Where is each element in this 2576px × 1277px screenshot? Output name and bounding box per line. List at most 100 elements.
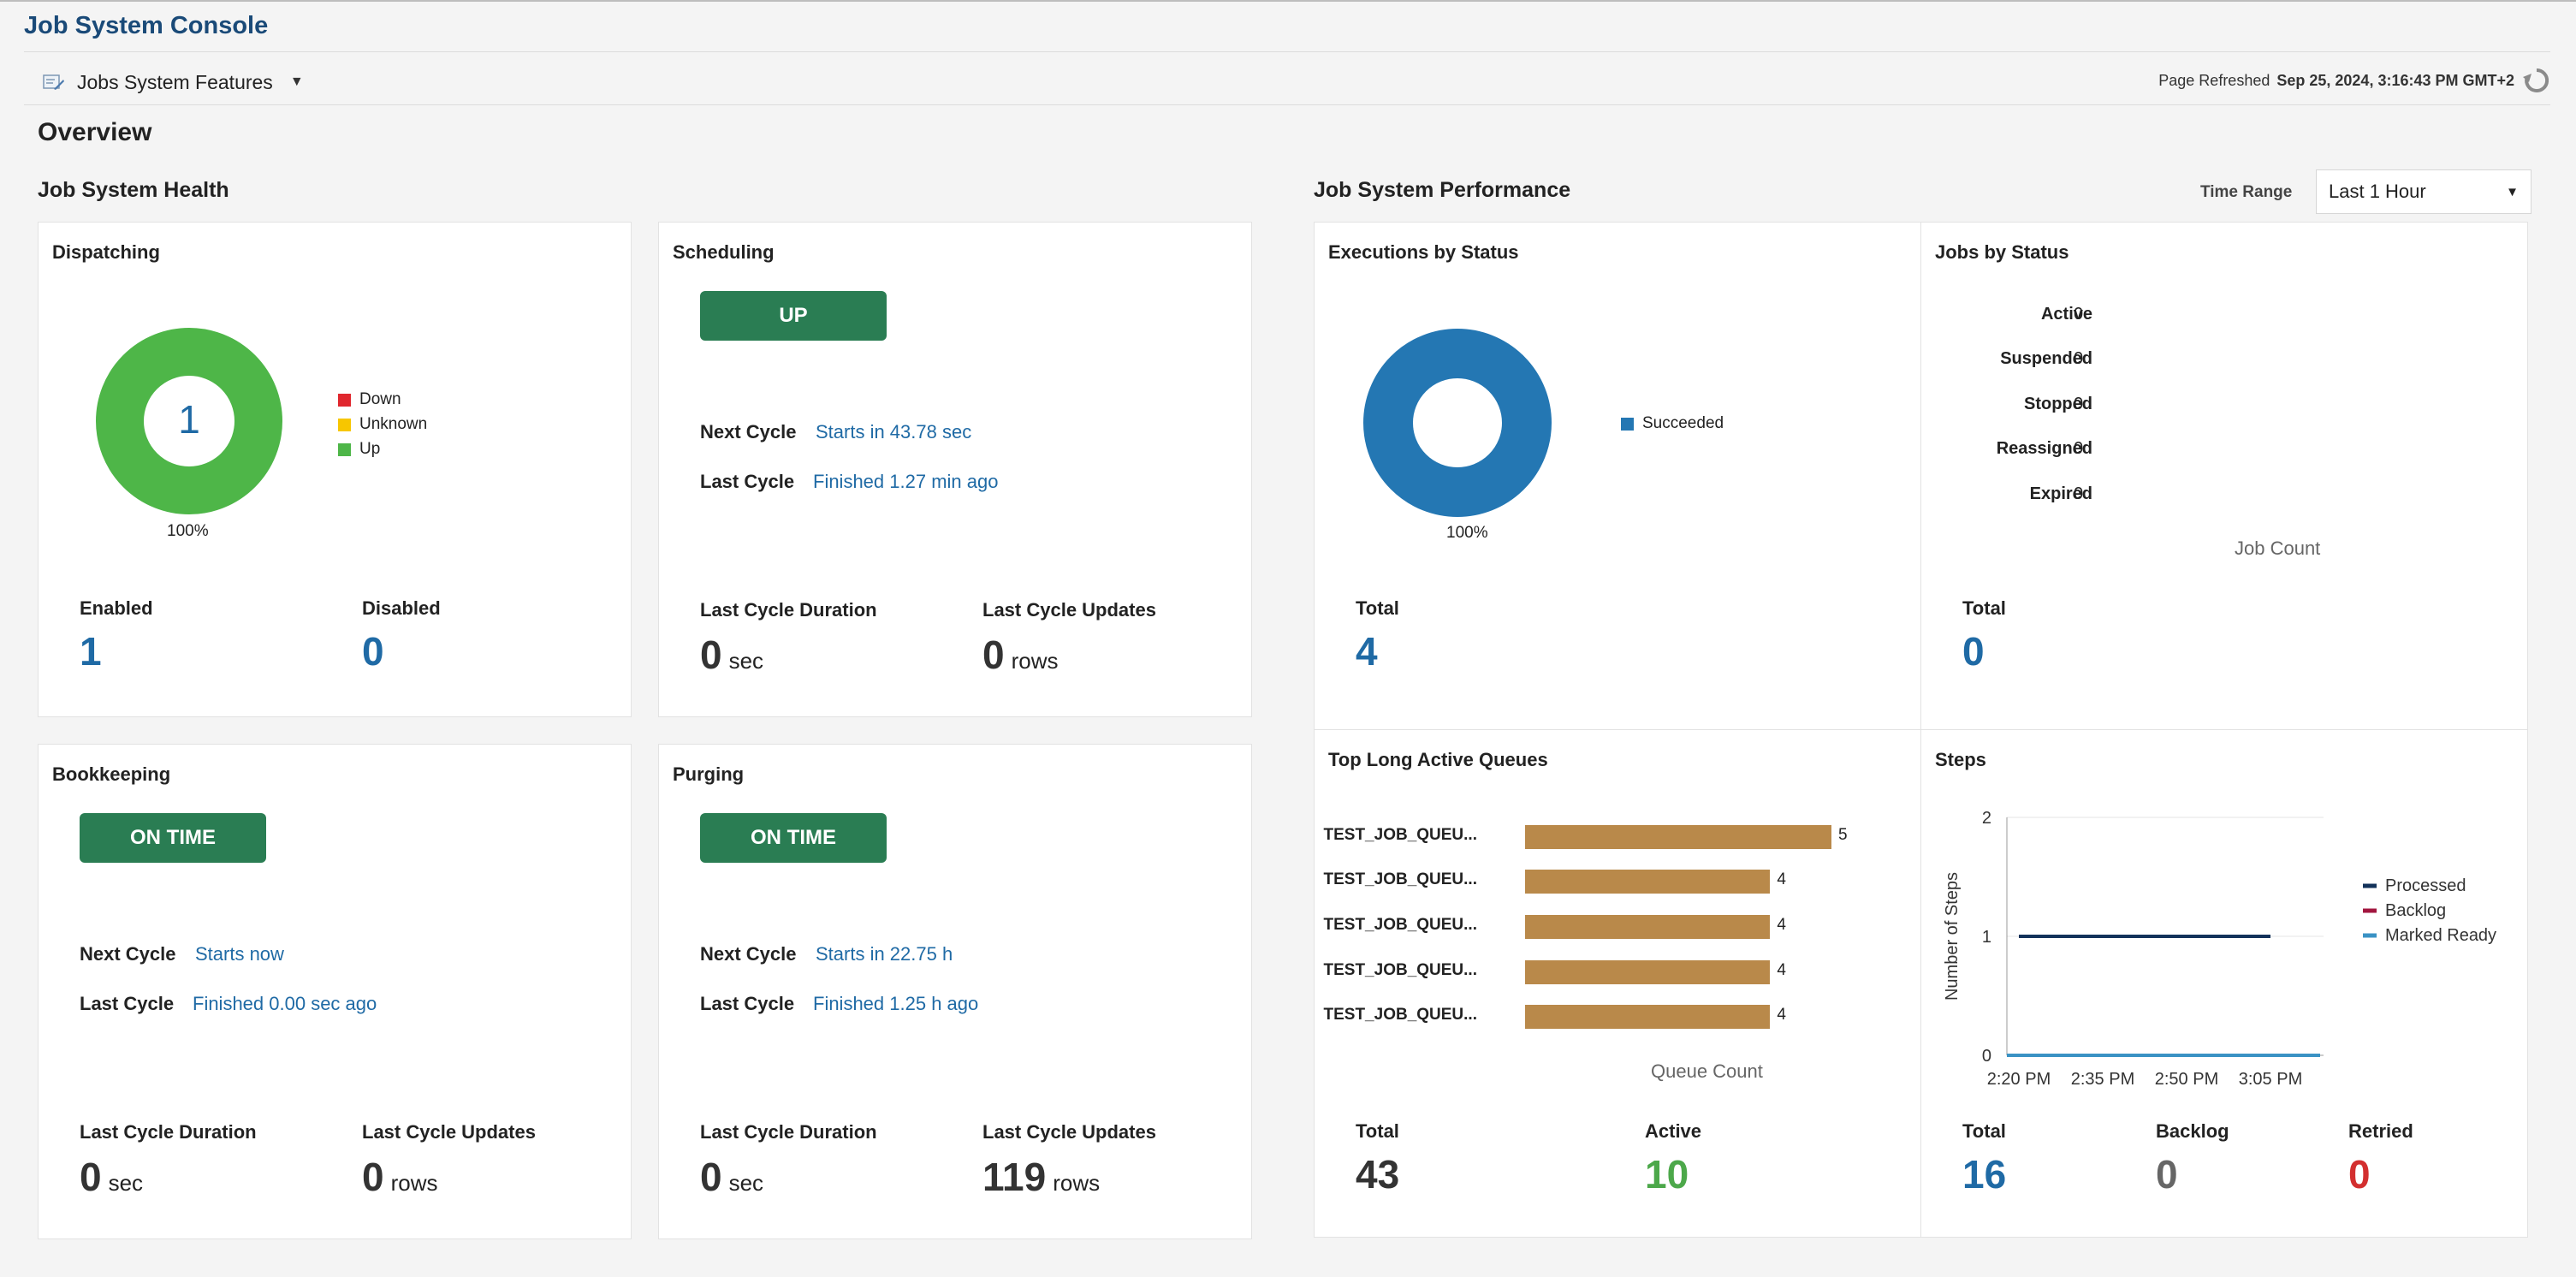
x-tick-label: 3:05 PM bbox=[2239, 1070, 2302, 1089]
steps-card: Steps 0 1 2 Number of Steps 2:20 PM 2:35 PM 2:… bbox=[1920, 729, 2528, 1238]
jobs-row-label: Active bbox=[2040, 305, 2092, 324]
total-label: Total bbox=[1962, 1120, 2006, 1142]
axis-label: Job Count bbox=[2235, 538, 2321, 559]
total-label: Total bbox=[1962, 597, 2006, 619]
x-tick-label: 2:20 PM bbox=[1987, 1070, 2051, 1089]
scheduling-card: Scheduling UP Next Cycle Starts in 43.78… bbox=[658, 222, 1252, 717]
card-title: Steps bbox=[1935, 749, 1986, 770]
donut-center-value: 1 bbox=[178, 397, 200, 442]
page-title: Overview bbox=[38, 118, 152, 146]
next-cycle-label: Next Cycle bbox=[700, 943, 797, 965]
next-cycle-value: Starts in 22.75 h bbox=[816, 943, 953, 965]
jobs-row-label: Expired bbox=[2029, 484, 2092, 503]
card-title: Bookkeeping bbox=[52, 763, 171, 785]
legend-item-unknown: Unknown bbox=[338, 415, 427, 434]
updates-label: Last Cycle Updates bbox=[982, 599, 1156, 621]
top-border bbox=[0, 0, 2576, 2]
queue-bar[interactable] bbox=[1525, 1005, 1771, 1029]
refreshed-label: Page Refreshed bbox=[2158, 71, 2270, 89]
queue-label: TEST_JOB_QUEU... bbox=[1323, 961, 1478, 979]
executions-card: Executions by Status 100% Succeeded Tota… bbox=[1314, 222, 1921, 730]
card-title: Purging bbox=[673, 763, 745, 785]
refresh-icon[interactable] bbox=[2521, 65, 2552, 96]
duration-value: 0 bbox=[700, 633, 722, 677]
refreshed-value: Sep 25, 2024, 3:16:43 PM GMT+2 bbox=[2276, 71, 2514, 89]
queue-bar[interactable] bbox=[1525, 915, 1771, 939]
status-badge: ON TIME bbox=[80, 813, 266, 863]
last-cycle-label: Last Cycle bbox=[700, 993, 795, 1014]
legend-label: Processed bbox=[2385, 876, 2466, 895]
divider bbox=[24, 51, 2550, 52]
jobs-row-value: 0 bbox=[2074, 439, 2084, 458]
active-value: 10 bbox=[1645, 1152, 1689, 1197]
duration-unit: sec bbox=[728, 648, 764, 674]
duration-value: 0 bbox=[700, 1155, 722, 1199]
x-tick-label: 2:35 PM bbox=[2071, 1070, 2134, 1089]
divider bbox=[24, 104, 2550, 105]
legend-item-down: Down bbox=[338, 390, 401, 409]
enabled-value: 1 bbox=[80, 629, 102, 674]
purging-card: Purging ON TIME Next Cycle Starts in 22.… bbox=[658, 744, 1252, 1239]
y-tick-label: 1 bbox=[1982, 928, 1991, 947]
total-label: Total bbox=[1356, 597, 1399, 619]
backlog-value: 0 bbox=[2156, 1152, 2178, 1197]
card-title: Jobs by Status bbox=[1935, 241, 2069, 263]
y-tick-label: 0 bbox=[1982, 1047, 1991, 1066]
legend-label: Up bbox=[359, 440, 381, 458]
queue-value: 5 bbox=[1838, 826, 1848, 844]
queues-card: Top Long Active Queues TEST_JOB_QUEU... … bbox=[1314, 729, 1921, 1238]
legend-item-up: Up bbox=[338, 440, 380, 459]
jobs-system-features-menu[interactable]: Jobs System Features ▼ bbox=[43, 67, 304, 98]
queue-bar[interactable] bbox=[1525, 960, 1771, 984]
legend-item-succeeded: Succeeded bbox=[1621, 414, 1724, 433]
duration-stat: 0 sec bbox=[80, 1154, 143, 1200]
x-tick-label: 2:50 PM bbox=[2155, 1070, 2218, 1089]
updates-unit: rows bbox=[390, 1170, 438, 1196]
card-title: Dispatching bbox=[52, 241, 160, 263]
legend-label: Unknown bbox=[359, 415, 428, 433]
updates-value: 119 bbox=[982, 1155, 1047, 1199]
executions-donut bbox=[1363, 329, 1552, 517]
last-cycle-value: Finished 1.25 h ago bbox=[813, 993, 979, 1014]
total-value: 16 bbox=[1962, 1152, 2007, 1197]
disabled-value: 0 bbox=[362, 629, 384, 674]
next-cycle-value: Starts in 43.78 sec bbox=[816, 421, 972, 442]
y-axis-label: Number of Steps bbox=[1943, 872, 1962, 1001]
status-badge: ON TIME bbox=[700, 813, 887, 863]
enabled-label: Enabled bbox=[80, 597, 153, 619]
performance-section-title: Job System Performance bbox=[1314, 178, 1571, 202]
page-refreshed: Page Refreshed Sep 25, 2024, 3:16:43 PM … bbox=[2158, 63, 2552, 98]
updates-label: Last Cycle Updates bbox=[362, 1121, 536, 1143]
y-tick-label: 2 bbox=[1982, 809, 1991, 828]
jobs-row-label: Stopped bbox=[2024, 395, 2092, 413]
backlog-label: Backlog bbox=[2156, 1120, 2229, 1142]
updates-stat: 0 rows bbox=[362, 1154, 438, 1200]
legend-swatch bbox=[338, 418, 351, 431]
last-cycle-label: Last Cycle bbox=[80, 993, 175, 1014]
duration-label: Last Cycle Duration bbox=[80, 1121, 257, 1143]
queue-bar[interactable] bbox=[1525, 825, 1831, 849]
health-section-title: Job System Health bbox=[38, 178, 229, 202]
duration-stat: 0 sec bbox=[700, 1154, 763, 1200]
time-range-value: Last 1 Hour bbox=[2329, 181, 2426, 202]
updates-unit: rows bbox=[1011, 648, 1059, 674]
updates-label: Last Cycle Updates bbox=[982, 1121, 1156, 1143]
queue-label: TEST_JOB_QUEU... bbox=[1323, 870, 1478, 888]
disabled-label: Disabled bbox=[362, 597, 441, 619]
features-label: Jobs System Features bbox=[77, 70, 273, 93]
next-cycle-label: Next Cycle bbox=[700, 421, 797, 442]
duration-label: Last Cycle Duration bbox=[700, 599, 877, 621]
retried-value: 0 bbox=[2348, 1152, 2371, 1197]
next-cycle-value: Starts now bbox=[195, 943, 284, 965]
queue-value: 4 bbox=[1777, 870, 1786, 888]
total-value: 43 bbox=[1356, 1152, 1400, 1197]
updates-stat: 119 rows bbox=[982, 1154, 1100, 1200]
jobs-row-value: 0 bbox=[2074, 349, 2084, 368]
time-range-select[interactable]: Last 1 Hour ▼ bbox=[2316, 169, 2531, 214]
queue-value: 4 bbox=[1777, 916, 1786, 934]
queue-bar[interactable] bbox=[1525, 870, 1771, 894]
axis-label: Queue Count bbox=[1651, 1060, 1763, 1082]
jobs-row-label: Suspended bbox=[2000, 349, 2092, 368]
queue-label: TEST_JOB_QUEU... bbox=[1323, 916, 1478, 934]
legend-swatch bbox=[338, 393, 351, 407]
